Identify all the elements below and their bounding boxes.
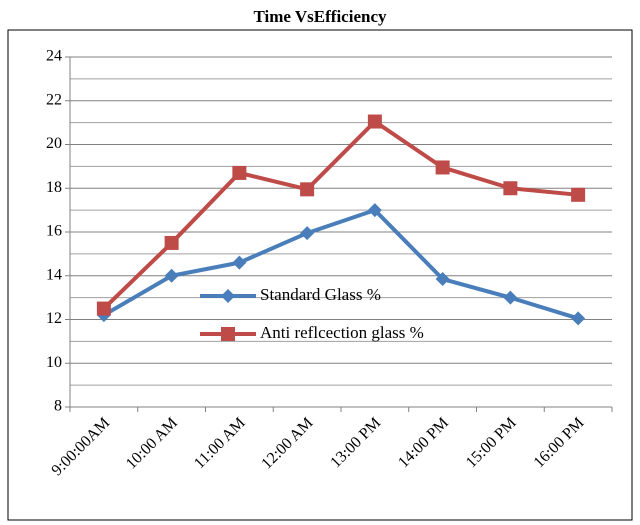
marker <box>164 268 179 283</box>
marker <box>571 311 586 326</box>
y-tick-label: 16 <box>46 223 62 240</box>
y-tick-label: 18 <box>46 179 62 196</box>
y-tick-label: 8 <box>54 398 62 415</box>
marker <box>503 290 518 305</box>
series-line <box>102 119 579 310</box>
y-tick-label: 10 <box>46 354 62 371</box>
marker <box>232 255 247 270</box>
marker <box>300 182 315 197</box>
y-tick-label: 20 <box>46 135 62 152</box>
marker <box>232 165 247 180</box>
marker <box>300 226 315 241</box>
marker <box>571 187 586 202</box>
y-tick-label: 12 <box>46 310 62 327</box>
x-tick-label: 12:00 AM <box>258 414 316 472</box>
marker <box>435 272 450 287</box>
marker <box>164 235 179 250</box>
y-tick-label: 22 <box>46 91 62 108</box>
x-tick-label: 10:00 AM <box>123 414 181 472</box>
marker <box>435 160 450 175</box>
legend-label: Anti reflcection glass % <box>260 323 424 342</box>
x-tick-label: 16:00 PM <box>531 414 588 471</box>
marker <box>503 181 518 196</box>
chart-frame <box>7 29 633 521</box>
marker <box>221 289 235 303</box>
x-tick-label: 11:00 AM <box>191 414 249 472</box>
marker <box>367 114 382 129</box>
marker <box>367 203 382 218</box>
marker <box>221 327 235 341</box>
x-tick-label: 9:00:00AM <box>48 414 113 479</box>
legend-label: Standard Glass % <box>260 285 381 304</box>
x-tick-label: 14:00 PM <box>395 414 452 471</box>
marker <box>96 301 111 316</box>
y-tick-label: 14 <box>46 266 62 283</box>
y-tick-label: 24 <box>46 48 62 65</box>
x-tick-label: 15:00 PM <box>463 414 520 471</box>
chart-title: Time VsEfficiency <box>254 7 387 26</box>
x-tick-label: 13:00 PM <box>327 414 384 471</box>
series-line <box>102 208 579 321</box>
